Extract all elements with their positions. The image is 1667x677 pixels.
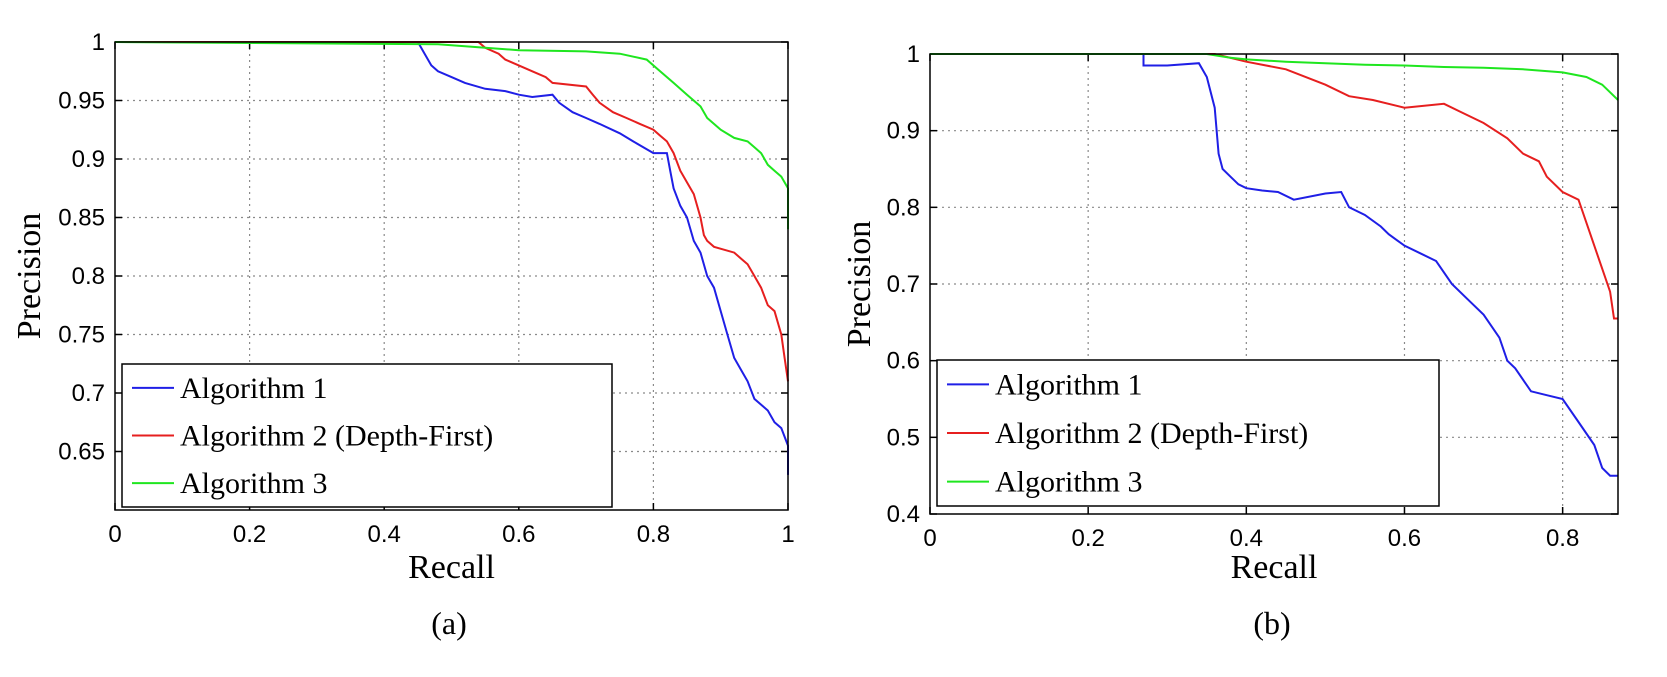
y-tick-label: 1 bbox=[92, 29, 105, 56]
x-tick-label: 1 bbox=[781, 521, 794, 548]
series-line-algorithm-1 bbox=[930, 53, 1618, 477]
x-tick-label: 0.2 bbox=[1071, 525, 1104, 552]
plot-frame bbox=[114, 41, 789, 511]
legend-label-algorithm-3: Algorithm 3 bbox=[180, 467, 328, 500]
figure-caption: (a) bbox=[431, 605, 467, 641]
y-tick-label: 0.85 bbox=[58, 205, 105, 232]
series-line-algorithm-3 bbox=[114, 41, 789, 230]
legend-label-algorithm-1: Algorithm 1 bbox=[995, 368, 1143, 401]
figure-caption: (b) bbox=[1253, 605, 1290, 641]
x-tick-label: 0.4 bbox=[368, 521, 401, 548]
x-tick-label: 0.6 bbox=[1388, 525, 1421, 552]
y-tick-label: 0.6 bbox=[887, 348, 920, 375]
y-tick-label: 0.4 bbox=[887, 501, 920, 528]
y-tick-label: 0.5 bbox=[887, 424, 920, 451]
y-tick-label: 0.7 bbox=[887, 271, 920, 298]
y-tick-label: 0.8 bbox=[887, 194, 920, 221]
x-tick-label: 0.6 bbox=[502, 521, 535, 548]
plot-frame bbox=[929, 53, 1619, 515]
y-tick-label: 0.75 bbox=[58, 322, 105, 349]
y-tick-label: 0.9 bbox=[72, 146, 105, 173]
y-tick-label: 0.65 bbox=[58, 439, 105, 466]
x-axis-label: Recall bbox=[1231, 549, 1318, 586]
y-tick-label: 0.7 bbox=[72, 380, 105, 407]
y-tick-label: 0.9 bbox=[887, 118, 920, 145]
legend: Algorithm 1 Algorithm 2 (Depth-First) Algo… bbox=[936, 359, 1440, 507]
x-tick-label: 0 bbox=[108, 521, 121, 548]
legend: Algorithm 1 Algorithm 2 (Depth-First) Algo… bbox=[121, 363, 613, 508]
series-line-algorithm-1 bbox=[115, 41, 789, 475]
y-axis-label: Precision bbox=[841, 221, 878, 348]
chart-2: 0 0.2 0.4 0.6 0.8 0.4 0.5 0.6 0.7 0.8 0.9 1 Algorith… bbox=[841, 41, 1619, 641]
x-tick-label: 0.8 bbox=[637, 521, 670, 548]
series-line-algorithm-2-depth-first bbox=[115, 41, 789, 382]
chart-1: 0 0.2 0.4 0.6 0.8 1 0.65 0.7 0.75 0.8 0.85 0.9 0.95 1… bbox=[11, 29, 795, 641]
legend-box bbox=[936, 359, 1440, 507]
y-tick-label: 0.8 bbox=[72, 263, 105, 290]
y-axis-label: Precision bbox=[11, 213, 48, 340]
legend-label-algorithm-3: Algorithm 3 bbox=[995, 466, 1143, 499]
y-tick-label: 1 bbox=[907, 41, 920, 68]
series-line-algorithm-3 bbox=[930, 53, 1619, 101]
y-tick-label: 0.95 bbox=[58, 88, 105, 115]
legend-label-algorithm-1: Algorithm 1 bbox=[180, 372, 328, 405]
x-tick-label: 0.2 bbox=[233, 521, 266, 548]
x-axis-label: Recall bbox=[408, 549, 495, 586]
series-line-algorithm-2-depth-first bbox=[930, 53, 1618, 320]
legend-label-algorithm-2-depth-first: Algorithm 2 (Depth-First) bbox=[180, 420, 493, 453]
legend-label-algorithm-2-depth-first: Algorithm 2 (Depth-First) bbox=[995, 417, 1308, 450]
x-tick-label: 0.8 bbox=[1546, 525, 1579, 552]
legend-box bbox=[121, 363, 613, 508]
x-tick-label: 0 bbox=[923, 525, 936, 552]
x-tick-label: 0.4 bbox=[1230, 525, 1263, 552]
